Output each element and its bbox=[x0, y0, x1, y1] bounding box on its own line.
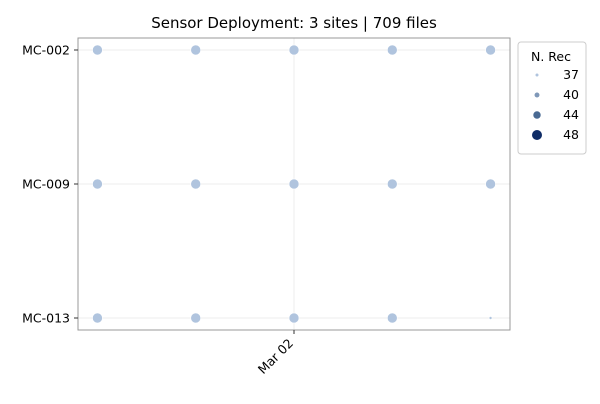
data-point bbox=[386, 312, 398, 324]
data-point bbox=[92, 44, 103, 56]
data-point bbox=[288, 44, 300, 56]
legend-label: 40 bbox=[563, 87, 579, 102]
y-tick-label: MC-009 bbox=[22, 177, 70, 192]
legend-title: N. Rec bbox=[531, 49, 571, 64]
legend-box bbox=[517, 41, 587, 155]
data-point bbox=[190, 312, 202, 324]
data-point bbox=[485, 44, 496, 56]
legend: N. Rec 37 40 44 48 bbox=[517, 41, 587, 155]
data-point bbox=[386, 178, 398, 190]
legend-marker bbox=[535, 73, 539, 77]
y-tick-label: MC-013 bbox=[22, 311, 70, 326]
data-point bbox=[190, 178, 202, 190]
data-point bbox=[190, 44, 202, 56]
legend-marker bbox=[534, 92, 540, 98]
data-point bbox=[92, 178, 103, 190]
legend-label: 37 bbox=[563, 67, 579, 82]
chart-title: Sensor Deployment: 3 sites | 709 files bbox=[151, 14, 437, 32]
data-point bbox=[485, 178, 496, 190]
legend-marker bbox=[532, 130, 542, 140]
data-point bbox=[92, 312, 103, 324]
data-point bbox=[288, 178, 300, 190]
legend-label: 48 bbox=[563, 127, 579, 142]
y-axis: MC-002 MC-009 MC-013 bbox=[22, 43, 78, 326]
x-axis: Mar 02 bbox=[255, 330, 296, 377]
legend-marker bbox=[533, 111, 541, 119]
y-tick-label: MC-002 bbox=[22, 43, 70, 58]
data-point bbox=[386, 44, 398, 56]
legend-label: 44 bbox=[563, 107, 579, 122]
x-tick-label: Mar 02 bbox=[255, 336, 296, 377]
points-layer bbox=[92, 44, 496, 324]
legend-entries: 37 40 44 48 bbox=[532, 67, 579, 142]
data-point bbox=[288, 312, 300, 324]
data-point bbox=[488, 316, 493, 320]
